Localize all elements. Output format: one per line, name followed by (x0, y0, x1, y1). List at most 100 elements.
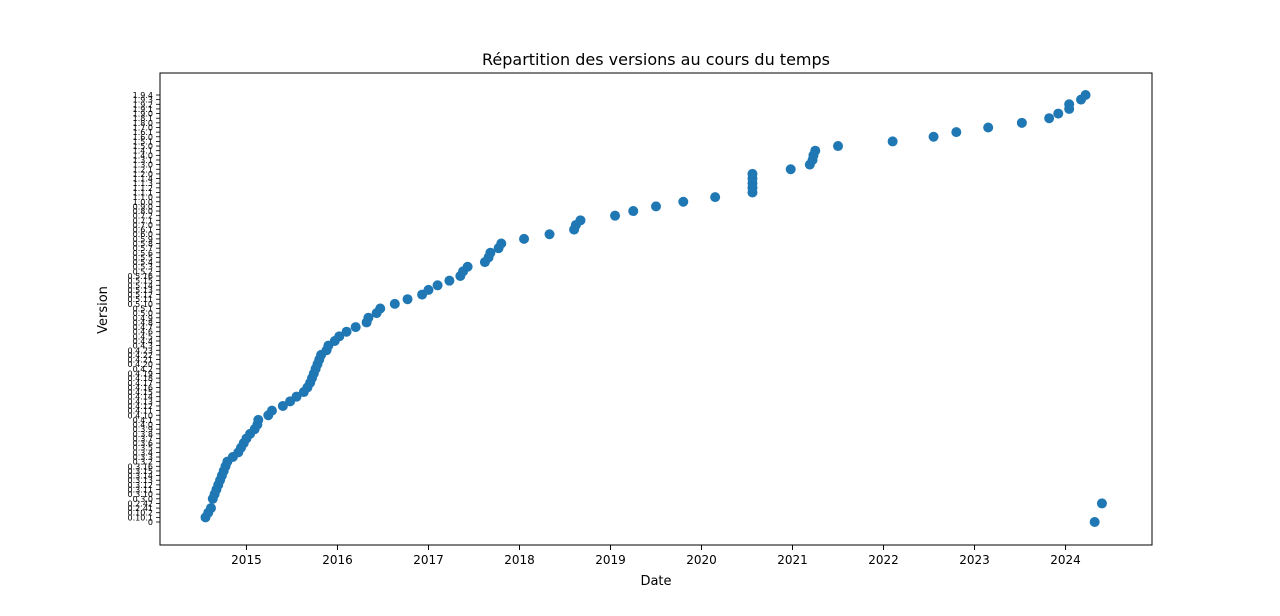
y-tick-label: 0.3.3 (133, 453, 153, 462)
data-point (610, 210, 621, 221)
x-tick-label: 2020 (686, 553, 717, 567)
y-tick-label: 0.5.15 (128, 277, 153, 286)
data-point (334, 331, 345, 342)
y-tick-label: 0.4.4 (133, 337, 153, 346)
data-point (363, 312, 374, 323)
y-tick-label: 1.5.0 (133, 142, 153, 151)
y-tick-label: 1.6.1 (133, 128, 153, 137)
y-tick-label: 1.0.0 (133, 198, 153, 207)
data-point (678, 196, 689, 207)
y-tick-label: 0.5.14 (128, 281, 153, 290)
plot-area: 2015 2016 2017 2018 2019 2020 2021 2022 2023 2024… (128, 72, 1153, 567)
y-tick-label: 0.3.10 (128, 490, 153, 499)
y-tick-label: 0.5.5 (133, 253, 153, 262)
data-point (423, 284, 434, 295)
y-tick-label: 0.3.9 (133, 425, 153, 434)
y-tick-label: 0.10.2 (128, 509, 153, 518)
y-tick-label: 0.4.19 (128, 369, 153, 378)
y-tick-label: 0.3.11 (128, 486, 153, 495)
y-tick-label: 0.5.1 (133, 305, 153, 314)
y-tick-label: 1.9.1 (133, 105, 153, 114)
data-point (747, 168, 758, 179)
y-tick-label: 0.4.2 (133, 365, 153, 374)
data-point (291, 391, 302, 402)
y-tick-label: 0.5.4 (133, 258, 153, 267)
y-tick-label: 0.6.1 (133, 226, 153, 235)
y-tick-label: 0.4.8 (133, 318, 153, 327)
y-tick-label: 0.5.6 (133, 249, 153, 258)
data-point (575, 215, 586, 226)
y-tick-label: 0.3.5 (133, 444, 153, 453)
data-point (651, 201, 661, 212)
y-tick-label: 0.5.10 (128, 300, 153, 309)
y-tick-label: 1.3.1 (133, 156, 153, 165)
y-tick-label: 0.3.2 (133, 458, 153, 467)
data-point (277, 400, 288, 411)
plot-frame (159, 72, 1153, 546)
y-tick-label: 0.4.5 (133, 332, 153, 341)
y-tick-label: 0.3.6 (133, 439, 153, 448)
data-point (833, 141, 844, 152)
x-tick-label: 2018 (504, 553, 535, 567)
y-tick-label: 1.4.0 (133, 151, 153, 160)
y-tick-label: 0.3.12 (128, 481, 153, 490)
data-point (205, 503, 216, 514)
data-point (785, 164, 796, 175)
y-tick-label: 0.4.6 (133, 328, 153, 337)
data-point (1053, 108, 1064, 119)
y-tick-label: 1.4.1 (133, 147, 153, 156)
y-tick-label: 0.5.3 (133, 263, 153, 272)
y-tick-label: 0.4.23 (128, 346, 153, 355)
y-tick-label: 0.3.13 (128, 476, 153, 485)
data-point (1089, 517, 1100, 527)
chart-title: Répartition des versions au cours du tem… (482, 50, 830, 69)
y-tick-label: 0.3.0 (133, 495, 153, 504)
y-tick-label: 0.8.0 (133, 207, 153, 216)
x-tick-label: 2023 (959, 553, 990, 567)
y-tick-label: 1.1.2 (133, 184, 153, 193)
y-tick-label: 0.5.7 (133, 244, 153, 253)
y-tick-label: 1.1.4 (133, 175, 153, 184)
y-tick-label: 1.2.0 (133, 170, 153, 179)
y-tick-label: 1.9.3 (133, 96, 153, 105)
x-tick-label: 2021 (777, 553, 808, 567)
y-tick-label: 0.5.13 (128, 286, 153, 295)
y-tick-label: 0.3.16 (128, 462, 153, 471)
y-tick-label: 1.1.3 (133, 179, 153, 188)
y-tick-label: 1.7.0 (133, 123, 153, 132)
y-tick-label: 0.5.0 (133, 309, 153, 318)
data-point (1044, 113, 1055, 124)
data-point (951, 127, 962, 138)
data-point (1064, 99, 1075, 110)
data-point (1016, 117, 1027, 128)
x-tick-label: 2019 (595, 553, 626, 567)
data-point (983, 122, 994, 133)
y-tick-label: 0.7.1 (133, 216, 153, 225)
data-point (710, 192, 721, 203)
y-tick-label: 0.4.0 (133, 421, 153, 430)
y-tick-label: 0.4.15 (128, 388, 153, 397)
y-tick-label: 0.5.16 (128, 272, 153, 281)
y-tick-label: 0.3.14 (128, 472, 153, 481)
data-point (519, 233, 530, 244)
data-point (496, 238, 507, 249)
data-point (928, 131, 939, 142)
data-point (350, 322, 361, 333)
data-point (444, 275, 455, 286)
data-point (462, 261, 473, 272)
x-tick-label: 2022 (868, 553, 899, 567)
x-tick-label: 2015 (231, 553, 262, 567)
x-tick-label: 2017 (413, 553, 444, 567)
y-tick-label: 1.2.1 (133, 165, 153, 174)
data-point (253, 414, 264, 425)
y-tick-label: 1.6.0 (133, 133, 153, 142)
data-point (887, 136, 898, 147)
data-point (485, 247, 496, 258)
y-tick-label: 0.4.18 (128, 374, 153, 383)
x-tick-label: 2024 (1050, 553, 1081, 567)
y-tick-label: 0.4.12 (128, 402, 153, 411)
data-point (810, 145, 821, 156)
y-axis-label: Version (96, 286, 111, 334)
